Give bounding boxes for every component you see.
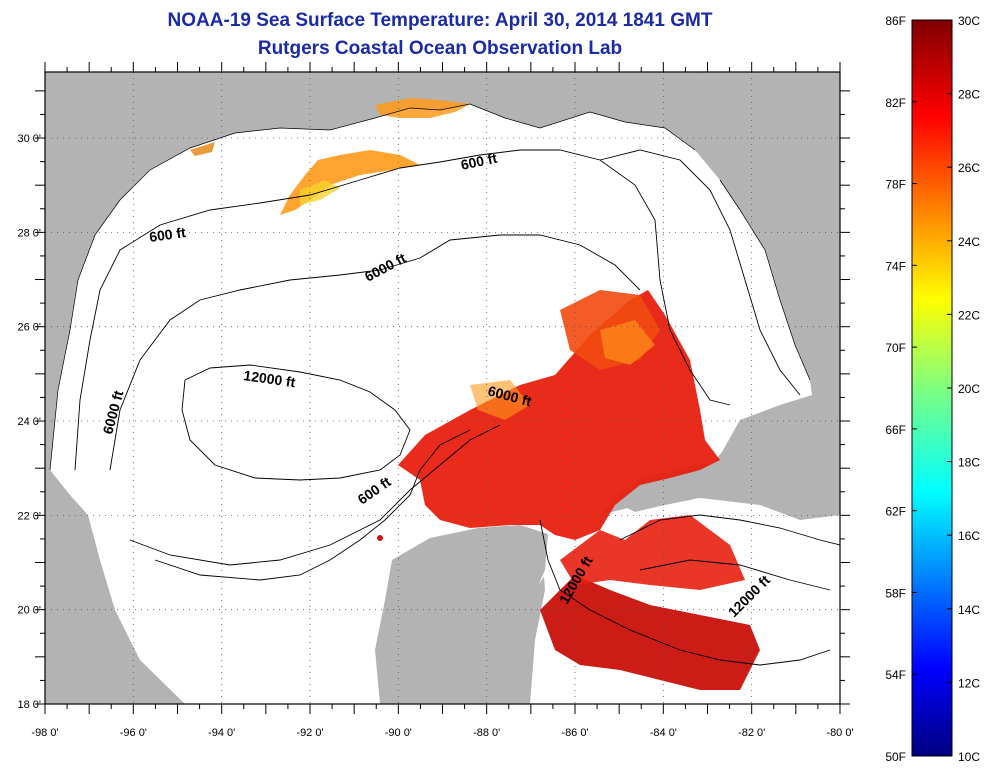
longitude-label: -86 0' — [561, 727, 588, 739]
longitude-label: -84 0' — [650, 727, 677, 739]
contour-label: 12000 ft — [243, 367, 297, 390]
colorbar-fahrenheit-labels: 86F 82F 78F 74F 70F 66F 62F 58F 54F 50F — [885, 14, 906, 764]
latitude-label: 20 0' — [17, 605, 41, 617]
colorbar-c-label: 14C — [958, 603, 980, 617]
longitude-label: -82 0' — [738, 727, 765, 739]
colorbar-c-label: 20C — [958, 382, 980, 396]
contour-label: 600 ft — [459, 150, 498, 173]
map-subtitle: Rutgers Coastal Ocean Observation Lab — [257, 38, 623, 59]
sst-coverage — [190, 98, 760, 690]
latitude-label: 30 0' — [17, 133, 41, 145]
longitude-label: -98 0' — [31, 727, 58, 739]
longitude-label: -80 0' — [826, 727, 853, 739]
florida-land — [690, 72, 840, 380]
colorbar-c-label: 24C — [958, 235, 980, 249]
colorbar-f-label: 50F — [885, 750, 906, 764]
contour-florida-shelf — [599, 149, 801, 396]
frame-ticks — [35, 62, 850, 714]
colorbar-f-label: 54F — [885, 668, 906, 682]
gulf-water — [50, 104, 812, 704]
colorbar-celsius-labels: 30C 28C 26C 24C 22C 20C 18C 16C 14C 12C 10C — [958, 14, 980, 764]
yucatan-land — [375, 525, 548, 704]
colorbar-f-label: 62F — [885, 505, 906, 519]
longitude-label: -88 0' — [473, 727, 500, 739]
latitude-label: 24 0' — [17, 416, 41, 428]
latitude-label: 18 0' — [17, 699, 41, 711]
colorbar-f-label: 86F — [885, 14, 906, 28]
colorbar: 86F 82F 78F 74F 70F 66F 62F 58F 54F 50F 30C 28C 26C… — [885, 14, 980, 764]
longitude-label: -92 0' — [296, 727, 323, 739]
map-title: NOAA-19 Sea Surface Temperature: April 3… — [167, 10, 713, 31]
contour-6000ft-south — [129, 424, 501, 566]
contour-caribbean-2 — [639, 559, 831, 591]
colorbar-gradient — [911, 19, 953, 757]
map-area — [45, 72, 840, 704]
colorbar-f-label: 58F — [885, 586, 906, 600]
colorbar-c-label: 18C — [958, 456, 980, 470]
colorbar-c-label: 22C — [958, 308, 980, 322]
colorbar-c-label: 10C — [958, 750, 980, 764]
colorbar-c-label: 30C — [958, 14, 980, 28]
coastline — [49, 103, 811, 471]
latitude-label: 22 0' — [17, 510, 41, 522]
contour-label: 600 ft — [148, 224, 187, 245]
colorbar-f-label: 78F — [885, 178, 906, 192]
colorbar-c-label: 26C — [958, 161, 980, 175]
contour-600ft-south — [154, 429, 471, 581]
longitude-labels: -98 0' -96 0' -94 0' -92 0' -90 0' -88 0' -86 … — [31, 727, 853, 739]
contour-12000ft — [181, 364, 411, 481]
bathymetry-contours — [74, 149, 840, 666]
longitude-label: -94 0' — [208, 727, 235, 739]
longitude-label: -96 0' — [120, 727, 147, 739]
colorbar-f-label: 66F — [885, 423, 906, 437]
colorbar-f-label: 70F — [885, 341, 906, 355]
graticule — [45, 72, 840, 704]
contour-yucatan-shelf — [539, 519, 831, 666]
colorbar-f-ticks — [912, 19, 917, 757]
colorbar-c-ticks — [947, 19, 952, 757]
contour-600ft — [74, 149, 731, 471]
colorbar-c-label: 16C — [958, 529, 980, 543]
contour-6000ft — [109, 234, 641, 471]
longitude-label: -90 0' — [385, 727, 412, 739]
latitude-label: 26 0' — [17, 322, 41, 334]
colorbar-c-label: 12C — [958, 676, 980, 690]
latitude-labels: 30 0' 28 0' 26 0' 24 0' 22 0' 20 0' 18 0' — [17, 133, 41, 711]
contour-caribbean — [619, 514, 840, 546]
latitude-label: 28 0' — [17, 227, 41, 239]
colorbar-c-label: 28C — [958, 88, 980, 102]
colorbar-f-label: 82F — [885, 96, 906, 110]
colorbar-f-label: 74F — [885, 259, 906, 273]
